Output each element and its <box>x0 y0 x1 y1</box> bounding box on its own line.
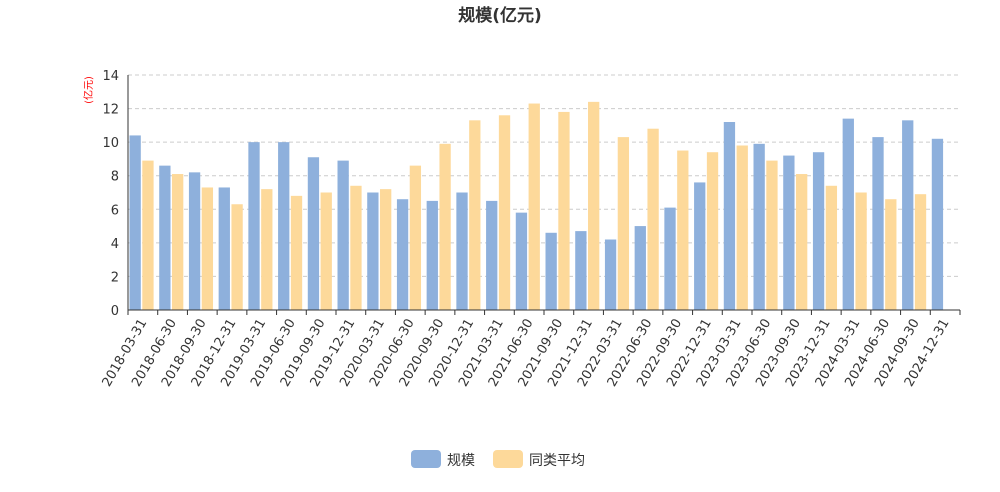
legend-swatch <box>493 450 523 468</box>
bar-peer-average[interactable] <box>558 111 570 310</box>
bar-peer-average[interactable] <box>498 115 511 311</box>
bar-scale[interactable] <box>188 172 201 310</box>
bar-scale[interactable] <box>278 142 290 310</box>
y-tick-label: 2 <box>111 270 119 285</box>
bar-scale[interactable] <box>753 143 765 310</box>
bar-scale[interactable] <box>396 199 409 310</box>
bar-scale[interactable] <box>129 135 141 310</box>
bar-scale[interactable] <box>604 239 617 311</box>
bar-peer-average[interactable] <box>380 189 392 310</box>
legend[interactable]: 规模 同类平均 <box>411 450 585 469</box>
bar-scale[interactable] <box>575 231 587 310</box>
bar-scale[interactable] <box>456 192 468 311</box>
axes <box>127 75 961 315</box>
bar-peer-average[interactable] <box>617 137 630 310</box>
bar-peer-average[interactable] <box>469 120 481 310</box>
bar-peer-average[interactable] <box>201 187 214 310</box>
bar-peer-average[interactable] <box>677 150 689 310</box>
y-axis-label: (亿元) <box>82 76 95 104</box>
bar-peer-average[interactable] <box>528 103 540 311</box>
bar-scale[interactable] <box>664 207 676 310</box>
bar-scale[interactable] <box>337 160 349 310</box>
bar-scale[interactable] <box>248 142 260 310</box>
bar-peer-average[interactable] <box>409 165 422 310</box>
bar-scale[interactable] <box>486 200 498 310</box>
bar-scale[interactable] <box>783 155 795 310</box>
bar-scale[interactable] <box>694 182 706 310</box>
legend-label: 规模 <box>447 453 475 469</box>
y-tick-label: 6 <box>111 203 119 218</box>
legend-label: 同类平均 <box>529 453 585 469</box>
bar-scale[interactable] <box>902 120 914 310</box>
bar-peer-average[interactable] <box>142 160 154 310</box>
bar-peer-average[interactable] <box>588 101 600 310</box>
bars <box>129 101 944 311</box>
bar-peer-average[interactable] <box>885 199 897 310</box>
bar-scale[interactable] <box>842 118 854 311</box>
bar-peer-average[interactable] <box>825 185 838 310</box>
bar-peer-average[interactable] <box>350 185 362 310</box>
bar-peer-average[interactable] <box>706 152 719 310</box>
bar-peer-average[interactable] <box>736 145 748 311</box>
bar-scale[interactable] <box>931 138 944 310</box>
bar-peer-average[interactable] <box>261 189 273 310</box>
bar-scale[interactable] <box>307 157 320 310</box>
legend-item-peer-average[interactable]: 同类平均 <box>493 450 585 469</box>
bar-peer-average[interactable] <box>647 128 659 310</box>
bar-peer-average[interactable] <box>914 194 927 310</box>
y-tick-label: 4 <box>111 237 119 252</box>
bar-peer-average[interactable] <box>290 195 303 310</box>
legend-swatch <box>411 450 441 468</box>
y-tick-label: 8 <box>111 170 119 185</box>
bar-peer-average[interactable] <box>320 192 332 311</box>
bar-scale[interactable] <box>545 232 557 310</box>
bar-scale[interactable] <box>218 187 230 310</box>
bar-scale[interactable] <box>872 137 884 310</box>
bar-scale[interactable] <box>812 152 825 310</box>
bar-scale[interactable] <box>426 200 438 310</box>
bar-scale[interactable] <box>634 226 646 310</box>
bar-peer-average[interactable] <box>796 174 808 310</box>
bar-peer-average[interactable] <box>172 174 184 310</box>
chart-title: 规模(亿元) <box>458 5 542 26</box>
y-tick-label: 0 <box>111 304 119 319</box>
bar-scale[interactable] <box>723 122 736 310</box>
bar-peer-average[interactable] <box>766 160 778 310</box>
bar-scale[interactable] <box>159 165 171 310</box>
legend-item-scale[interactable]: 规模 <box>411 450 475 469</box>
y-tick-label: 12 <box>102 103 119 118</box>
bar-peer-average[interactable] <box>231 204 243 310</box>
bar-peer-average[interactable] <box>855 192 867 311</box>
bar-scale[interactable] <box>367 192 379 311</box>
bar-scale[interactable] <box>515 212 528 310</box>
y-tick-label: 10 <box>102 136 119 151</box>
y-tick-label: 14 <box>102 69 119 84</box>
bar-peer-average[interactable] <box>439 143 451 310</box>
